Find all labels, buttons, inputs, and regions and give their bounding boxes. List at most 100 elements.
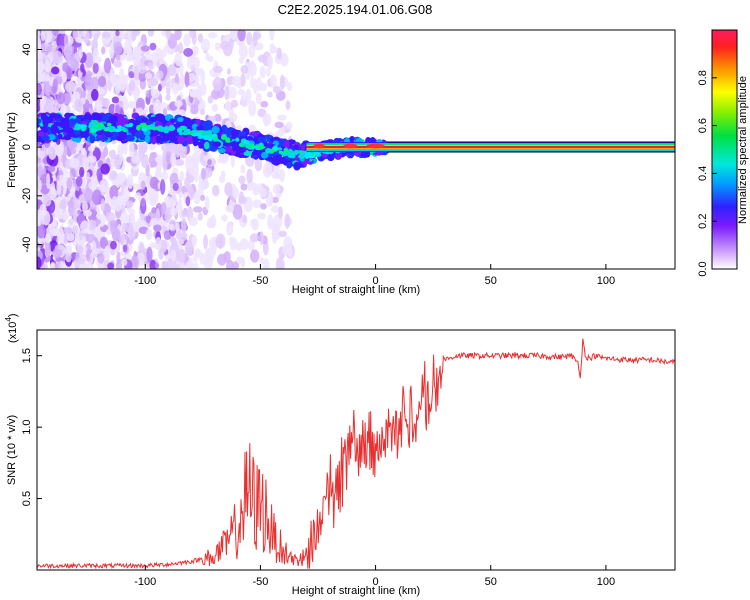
ridge-blob	[75, 123, 80, 129]
noise-cell	[110, 240, 117, 250]
noise-cell	[92, 47, 99, 59]
noise-cell	[121, 258, 128, 266]
band-cell	[250, 154, 258, 159]
noise-cell	[224, 100, 232, 112]
band-cell	[240, 131, 247, 137]
noise-cell	[277, 114, 287, 121]
noise-cell	[44, 98, 54, 113]
noise-cell	[127, 54, 134, 62]
noise-cell	[113, 199, 122, 212]
ridge-blob	[202, 135, 210, 141]
noise-cell	[208, 238, 217, 250]
noise-cell	[156, 70, 164, 80]
noise-cell	[37, 61, 40, 76]
noise-cell	[146, 246, 153, 263]
noise-cell	[193, 206, 203, 213]
band-cell	[66, 130, 73, 137]
noise-cell	[37, 35, 42, 52]
noise-cell	[167, 64, 177, 77]
noise-cell	[221, 214, 228, 222]
noise-cell	[52, 78, 58, 93]
noise-cell	[251, 182, 258, 190]
noise-cell	[47, 144, 57, 160]
noise-cell	[242, 214, 248, 224]
ridge-blob	[273, 145, 278, 151]
snr-y-ticks: 0.5 1.0 1.5	[21, 348, 42, 506]
noise-cell	[286, 81, 293, 92]
colorbar-tick-label: 0.8	[697, 70, 709, 85]
noise-cell	[195, 74, 200, 86]
snr-x-ticks: -100 -50 0 50 100	[134, 565, 615, 588]
noise-cell	[278, 206, 283, 219]
noise-cell	[106, 228, 111, 236]
noise-cell	[37, 83, 42, 96]
snr-x-axis-label: Height of straight line (km)	[292, 585, 420, 597]
ridge-blob	[79, 124, 86, 129]
noise-cell	[200, 70, 206, 85]
noise-cell	[224, 85, 230, 101]
band-cell	[115, 135, 125, 142]
noise-cell	[225, 204, 235, 213]
noise-cell	[46, 173, 51, 189]
noise-cell	[91, 88, 99, 101]
noise-cell	[193, 56, 200, 70]
snr-frame	[36, 329, 676, 571]
noise-cell	[165, 30, 172, 40]
snr-x-tick-label: -100	[134, 576, 156, 588]
noise-cell	[267, 91, 273, 98]
noise-cell	[107, 262, 115, 269]
noise-cell	[218, 175, 226, 184]
noise-cell	[66, 232, 75, 242]
noise-cell	[151, 151, 157, 159]
noise-cell	[154, 262, 160, 269]
colorbar-tick-label: 0.0	[697, 261, 709, 276]
noise-cell	[174, 30, 182, 41]
noise-cell	[259, 257, 265, 265]
noise-cell	[159, 171, 169, 181]
ridge-blob	[257, 145, 264, 149]
noise-cell	[109, 170, 118, 180]
noise-cell	[187, 185, 195, 201]
spectrogram-x-tick-label: 50	[485, 275, 497, 287]
noise-cell	[145, 215, 152, 224]
band-cell	[54, 114, 63, 119]
noise-cell	[105, 211, 116, 223]
noise-cell	[75, 176, 83, 187]
band-cell	[37, 135, 43, 143]
noise-cell	[98, 179, 109, 193]
noise-cell	[187, 72, 197, 82]
spectrogram-y-tick-label: -20	[21, 188, 33, 204]
noise-cell	[145, 72, 153, 80]
band-cell	[192, 140, 198, 147]
ridge-blob	[286, 150, 295, 154]
band-cell	[160, 115, 166, 122]
noise-cell	[150, 51, 160, 59]
noise-cell	[101, 31, 111, 39]
noise-cell	[249, 233, 260, 243]
noise-cell	[199, 254, 207, 265]
band-cell	[144, 134, 151, 143]
noise-cell	[45, 46, 53, 53]
snr-x-tick-label: -50	[252, 576, 268, 588]
noise-cell	[285, 121, 293, 130]
ridge-blob	[307, 154, 315, 159]
noise-cell	[84, 76, 94, 91]
spectrogram-y-ticks: -40 -20 0 20 40	[21, 43, 42, 253]
noise-cell	[113, 41, 123, 56]
noise-cell	[237, 89, 246, 96]
band-cell	[196, 125, 204, 131]
noise-cell	[174, 52, 183, 67]
noise-cell	[54, 197, 61, 206]
noise-cell	[228, 112, 238, 123]
noise-cell	[226, 68, 232, 75]
noise-cell	[44, 54, 52, 67]
noise-cell	[55, 212, 65, 220]
noise-cell	[141, 197, 146, 208]
noise-cell	[262, 240, 269, 256]
noise-cell	[56, 179, 62, 195]
band-cell	[177, 135, 185, 144]
band-cell	[211, 126, 220, 134]
band-cell	[195, 118, 202, 125]
spectrogram-frame	[36, 29, 676, 270]
ridge-blob	[183, 129, 190, 136]
